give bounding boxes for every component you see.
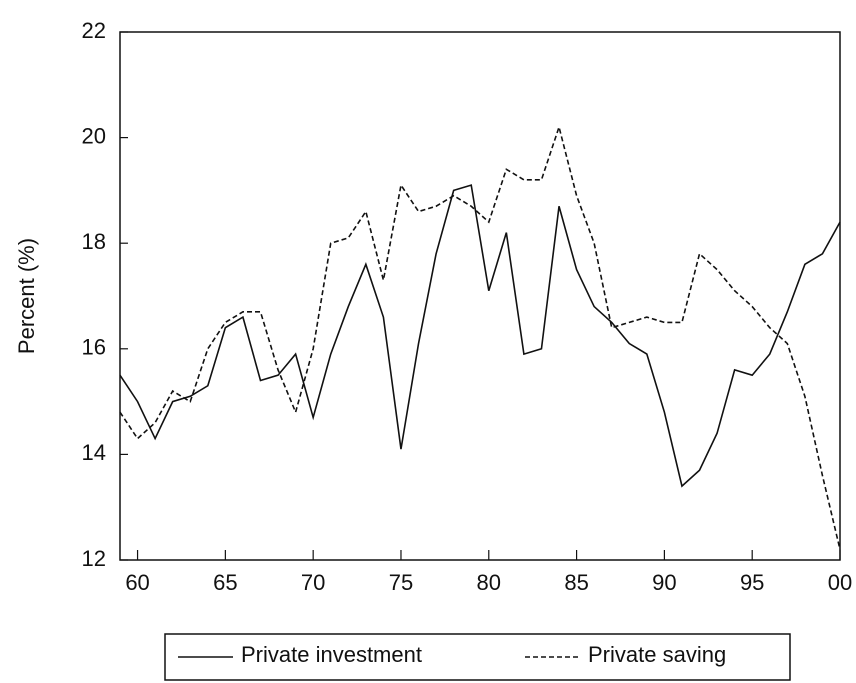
y-tick-label: 22 [82,18,106,43]
legend-box [164,633,791,681]
x-tick-label: 85 [564,570,588,595]
x-tick-label: 00 [828,570,852,595]
legend-label: Private saving [588,642,726,667]
x-tick-label: 75 [389,570,413,595]
x-tick-label: 90 [652,570,676,595]
legend-label: Private investment [241,642,422,667]
y-axis-label: Percent (%) [14,238,39,354]
x-tick-label: 65 [213,570,237,595]
series-line [119,124,841,550]
x-tick-label: 80 [477,570,501,595]
series-line [119,184,841,488]
y-tick-label: 18 [82,229,106,254]
y-tick-label: 14 [82,440,106,465]
y-tick-label: 16 [82,335,106,360]
y-tick-label: 12 [82,546,106,571]
plot-frame [119,31,841,561]
x-tick-label: 60 [125,570,149,595]
y-tick-label: 20 [82,123,106,148]
x-tick-label: 95 [740,570,764,595]
x-tick-label: 70 [301,570,325,595]
